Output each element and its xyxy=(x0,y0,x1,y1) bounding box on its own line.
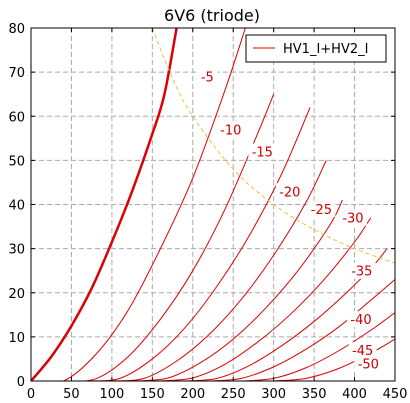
x-tick-label: 300 xyxy=(261,387,286,402)
x-tick-label: 200 xyxy=(180,387,205,402)
y-tick-label: 60 xyxy=(8,110,25,125)
x-tick-label: 450 xyxy=(383,387,408,402)
plate-curve xyxy=(208,279,395,381)
y-tick-label: 10 xyxy=(8,331,25,346)
plate-curve xyxy=(63,94,275,381)
curve-label-bg xyxy=(248,143,277,160)
curve-labels: -5-10-15-20-25-30-35-40-45-50 xyxy=(197,68,383,372)
curve-label: -20 xyxy=(279,185,300,200)
y-tick-label: 70 xyxy=(8,66,25,81)
curve-label: -35 xyxy=(351,265,372,280)
curve-label-bg xyxy=(347,311,376,328)
y-tick-label: 0 xyxy=(17,375,25,390)
x-tick-label: 350 xyxy=(302,387,327,402)
plate-curve xyxy=(160,217,372,381)
max-dissipation-line xyxy=(151,28,395,264)
x-tick-label: 400 xyxy=(342,387,367,402)
plate-curve xyxy=(87,107,311,381)
curve-label: -10 xyxy=(220,123,241,138)
legend: HV1_I+HV2_I xyxy=(245,34,387,63)
curves xyxy=(31,28,395,381)
curve-label: -40 xyxy=(350,313,371,328)
x-tick-label: 50 xyxy=(63,387,80,402)
x-tick-label: 100 xyxy=(99,387,124,402)
curve-label: -30 xyxy=(342,212,363,227)
y-tick-label: 20 xyxy=(8,287,25,302)
y-tick-label: 80 xyxy=(8,22,25,37)
y-tick-label: 50 xyxy=(8,154,25,169)
x-tick-label: 0 xyxy=(27,387,35,402)
axis-ticks: 0 50 100 150 200 250 300 350 400 450 0 10 20 30 40 50 60… xyxy=(8,22,407,402)
curve-label-bg xyxy=(347,262,376,279)
curve-label: -50 xyxy=(358,357,379,372)
plate-curve xyxy=(241,312,395,381)
curve-label-bg xyxy=(354,355,383,372)
max-dissipation-curve xyxy=(151,28,395,264)
curve-label-bg xyxy=(338,209,367,226)
x-tick-label: 150 xyxy=(140,387,165,402)
chart-title: 6V6 (triode) xyxy=(164,6,260,25)
curve-label-bg xyxy=(307,200,336,217)
curve-label-bg xyxy=(197,68,218,85)
curve-label: -5 xyxy=(201,71,214,86)
curve-label-bg xyxy=(216,121,245,138)
curve-label: -15 xyxy=(252,146,273,161)
plate-curve xyxy=(273,338,395,381)
legend-label: HV1_I+HV2_I xyxy=(283,42,368,57)
y-tick-label: 30 xyxy=(8,243,25,258)
plate-curve xyxy=(31,28,246,381)
plate-curve xyxy=(111,160,327,381)
plate-curve xyxy=(31,28,178,381)
x-tick-label: 250 xyxy=(221,387,246,402)
curve-label-bg xyxy=(348,342,377,359)
curve-label: -25 xyxy=(311,203,332,218)
curve-label-bg xyxy=(275,183,304,200)
y-tick-label: 40 xyxy=(8,199,25,214)
plate-curve xyxy=(136,199,343,381)
